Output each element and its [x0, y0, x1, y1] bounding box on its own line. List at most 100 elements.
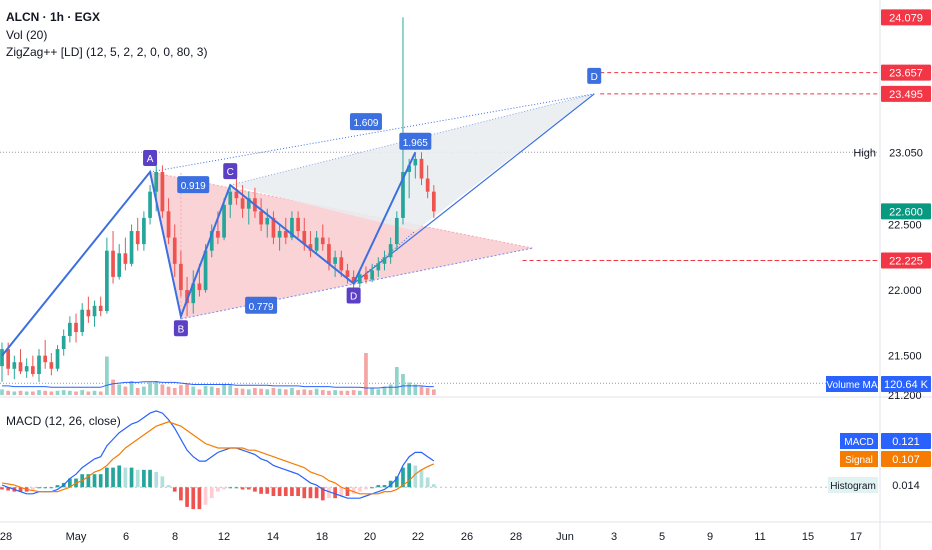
pivot-b-label [173, 320, 188, 337]
histogram-bar [92, 474, 97, 488]
signal-label-box [840, 451, 878, 467]
time-label: 5 [659, 531, 665, 543]
histogram-bar [333, 487, 337, 499]
time-label: 26 [461, 531, 473, 543]
volume-legend[interactable]: Vol (20) [6, 28, 48, 42]
candle-body [160, 171, 165, 212]
volume-bar [185, 383, 189, 395]
volume-bar [388, 384, 393, 395]
high-value-tag [881, 144, 931, 161]
candle-body [407, 165, 412, 172]
histogram-bar [111, 467, 115, 488]
candle-body [296, 217, 300, 232]
volume-bar [283, 389, 288, 395]
candle-body [259, 211, 263, 225]
volume-ma-label-box [826, 376, 878, 392]
volume-bar [86, 391, 91, 395]
level-price-tag-text: 23.657 [889, 68, 923, 80]
histogram-bar [123, 467, 128, 488]
candle-body [129, 231, 134, 264]
volume-bar [314, 388, 319, 395]
candle-body [154, 171, 159, 192]
volume-bar [253, 388, 257, 395]
candle-body [105, 250, 109, 312]
candle-body [18, 362, 23, 372]
volume-bar [431, 389, 436, 395]
candle-body [277, 231, 282, 238]
histogram-bar [234, 487, 239, 489]
volume-bar [68, 390, 72, 395]
candle-body [123, 253, 128, 264]
candle-body [302, 231, 307, 245]
candle-body [327, 244, 331, 264]
time-label: 17 [850, 531, 862, 543]
candle-body [30, 366, 35, 375]
candle-body [191, 283, 196, 304]
signal-label: Signal [845, 455, 873, 466]
macd-legend[interactable]: MACD (12, 26, close) [6, 414, 121, 428]
volume-bar [49, 391, 54, 395]
volume-bar [12, 391, 17, 395]
volume-bar [0, 389, 4, 395]
candle-body [197, 283, 202, 291]
volume-bar [320, 390, 325, 395]
volume-ma-value-tag-text: 120.64 K [884, 379, 929, 391]
pivot-a-label-text: A [147, 154, 154, 165]
symbol-legend[interactable]: ALCN · 1h · EGX [6, 10, 101, 24]
histogram-bar [413, 465, 418, 488]
candle-body [333, 257, 337, 264]
time-label: 12 [218, 531, 230, 543]
triangle-upper-edge [149, 171, 533, 249]
time-label: Jun [556, 531, 574, 543]
histogram-bar [308, 487, 313, 499]
candle-body [142, 217, 146, 245]
histogram-bar [425, 477, 430, 488]
histogram-bar [179, 487, 183, 501]
price-tick: 22.000 [888, 285, 922, 297]
candle-body [308, 244, 313, 251]
histogram-bar [407, 463, 412, 488]
volume-bar [407, 382, 412, 395]
time-label: May [66, 531, 87, 543]
volume-bar [234, 388, 239, 395]
histogram-bar [364, 487, 368, 490]
histogram-bar [49, 487, 54, 489]
candle-body [43, 355, 48, 363]
volume-bar [30, 391, 35, 395]
candle-body [172, 237, 177, 264]
volume-bar [240, 388, 245, 395]
candle-body [222, 204, 226, 238]
level-price-tag [881, 64, 931, 81]
level-price-tag [881, 85, 931, 102]
candle-body [216, 231, 220, 238]
candle-body [135, 231, 140, 245]
zigzag-legend[interactable]: ZigZag++ [LD] (12, 5, 2, 2, 0, 0, 80, 3) [6, 45, 208, 59]
histogram-bar [339, 487, 344, 496]
candle-body [98, 305, 103, 312]
volume-bar [351, 390, 356, 395]
volume-bar [37, 390, 41, 395]
projection-lower-line [353, 93, 595, 284]
volume-bar [80, 390, 85, 395]
volume-bar [129, 381, 134, 395]
pivot-d-label [346, 287, 361, 304]
histogram-label-box [828, 477, 878, 493]
volume-bar [339, 390, 344, 395]
histogram-bar [314, 487, 319, 499]
volume-bar [166, 386, 171, 395]
candle-body [290, 217, 294, 238]
histogram-bar [216, 487, 220, 492]
histogram-bar [148, 469, 152, 488]
level-price-tag-text: 23.495 [889, 89, 923, 101]
volume-bar [179, 385, 183, 395]
signal-line [1, 421, 435, 495]
candle-body [339, 257, 344, 271]
volume-bar [216, 388, 220, 395]
histogram-bar [55, 485, 60, 488]
time-label: 8 [172, 531, 178, 543]
candle-body [351, 276, 356, 284]
volume-bar [74, 391, 78, 395]
price-tick: 21.200 [888, 390, 922, 402]
candle-body [413, 158, 418, 166]
